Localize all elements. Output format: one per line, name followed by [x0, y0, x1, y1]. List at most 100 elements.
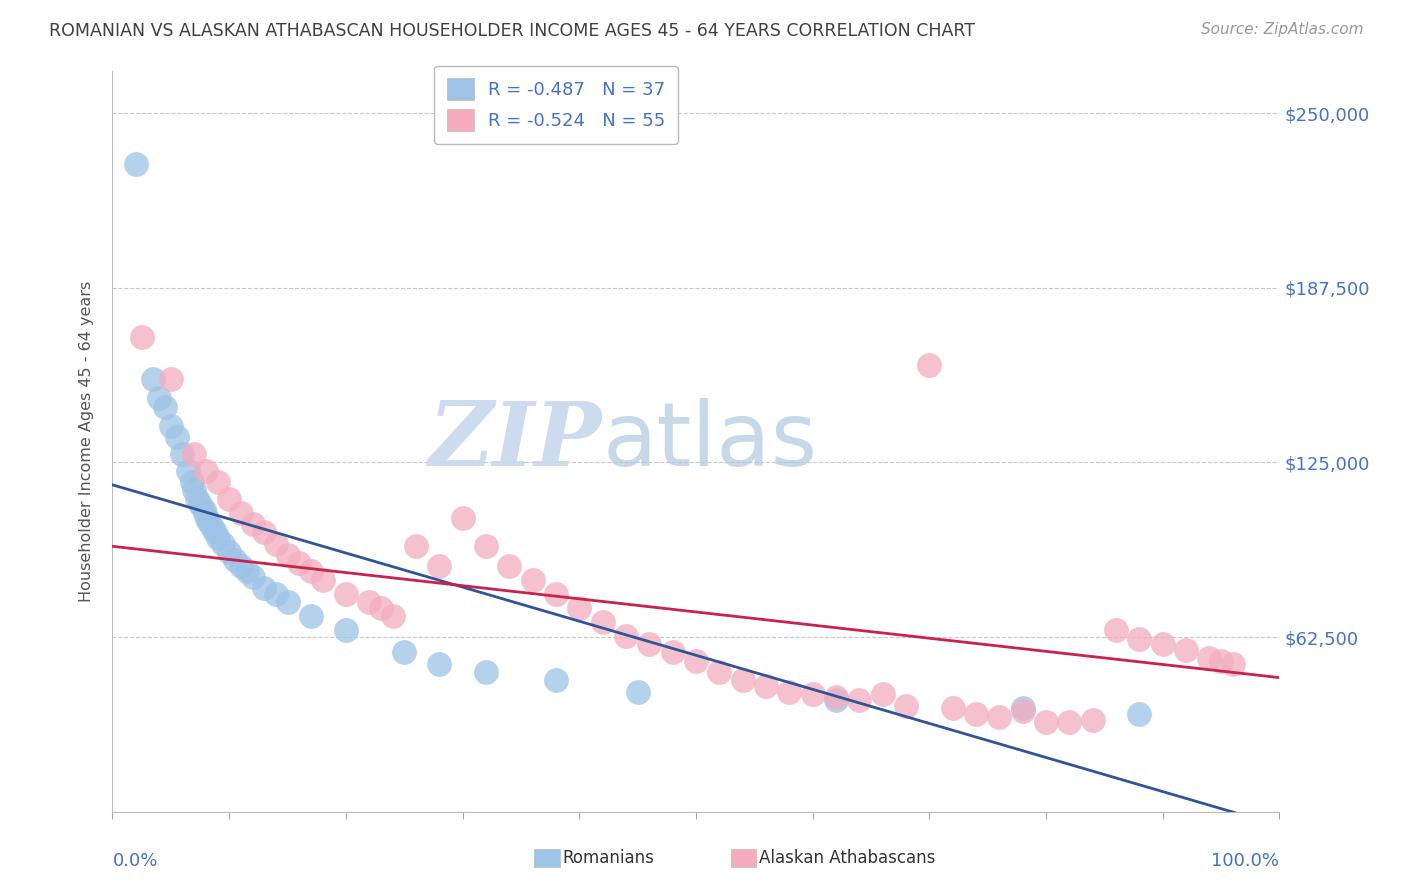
Point	[522, 573, 544, 587]
Point	[544, 587, 567, 601]
Point	[183, 483, 205, 498]
Point	[872, 687, 894, 701]
Point	[755, 679, 778, 693]
Point	[125, 156, 148, 170]
Point	[131, 330, 153, 344]
Point	[253, 525, 276, 540]
Point	[264, 536, 287, 550]
Point	[475, 665, 498, 679]
Text: Source: ZipAtlas.com: Source: ZipAtlas.com	[1201, 22, 1364, 37]
Point	[299, 609, 322, 624]
Point	[148, 391, 170, 405]
Point	[1152, 637, 1174, 651]
Point	[186, 491, 208, 506]
Point	[1059, 715, 1081, 730]
Point	[229, 506, 252, 520]
Point	[180, 475, 202, 489]
Text: Alaskan Athabascans: Alaskan Athabascans	[759, 849, 935, 867]
Point	[709, 665, 731, 679]
Point	[335, 623, 357, 637]
Point	[592, 615, 614, 629]
Point	[193, 503, 215, 517]
Y-axis label: Householder Income Ages 45 - 64 years: Householder Income Ages 45 - 64 years	[79, 281, 94, 602]
Point	[1175, 642, 1198, 657]
Point	[731, 673, 754, 688]
Point	[801, 687, 824, 701]
Legend: R = -0.487   N = 37, R = -0.524   N = 55: R = -0.487 N = 37, R = -0.524 N = 55	[434, 66, 678, 144]
Point	[299, 565, 322, 579]
Point	[224, 553, 246, 567]
Point	[544, 673, 567, 688]
Point	[153, 400, 176, 414]
Point	[212, 536, 235, 550]
Point	[614, 629, 637, 643]
Point	[242, 570, 264, 584]
Point	[825, 693, 848, 707]
Point	[894, 698, 917, 713]
Point	[638, 637, 661, 651]
Point	[183, 447, 205, 461]
Point	[1198, 651, 1220, 665]
Point	[160, 372, 183, 386]
Point	[475, 539, 498, 553]
Point	[207, 475, 229, 489]
Point	[142, 372, 165, 386]
Point	[229, 558, 252, 573]
Point	[207, 531, 229, 545]
Point	[335, 587, 357, 601]
Point	[498, 558, 520, 573]
Text: ZIP: ZIP	[429, 399, 603, 484]
Point	[427, 657, 450, 671]
Point	[204, 525, 226, 540]
Point	[311, 573, 333, 587]
Point	[288, 556, 311, 570]
Point	[627, 684, 650, 698]
Text: 100.0%: 100.0%	[1212, 853, 1279, 871]
Point	[965, 706, 987, 721]
Point	[218, 545, 240, 559]
Point	[381, 609, 404, 624]
Point	[276, 548, 298, 562]
Point	[1222, 657, 1244, 671]
Text: 0.0%: 0.0%	[112, 853, 157, 871]
Point	[359, 595, 381, 609]
Point	[1081, 713, 1104, 727]
Point	[201, 520, 224, 534]
Point	[264, 587, 287, 601]
Point	[188, 497, 211, 511]
Point	[1128, 706, 1150, 721]
Point	[1011, 704, 1033, 718]
Point	[988, 710, 1011, 724]
Point	[1211, 654, 1233, 668]
Point	[276, 595, 298, 609]
Point	[405, 539, 427, 553]
Point	[778, 684, 800, 698]
Point	[197, 514, 219, 528]
Point	[160, 419, 183, 434]
Text: ROMANIAN VS ALASKAN ATHABASCAN HOUSEHOLDER INCOME AGES 45 - 64 YEARS CORRELATION: ROMANIAN VS ALASKAN ATHABASCAN HOUSEHOLD…	[49, 22, 976, 40]
Point	[825, 690, 848, 705]
Text: atlas: atlas	[603, 398, 818, 485]
Point	[394, 645, 416, 659]
Point	[1105, 623, 1128, 637]
Point	[1128, 632, 1150, 646]
Point	[661, 645, 683, 659]
Point	[848, 693, 870, 707]
Text: Romanians: Romanians	[562, 849, 654, 867]
Point	[242, 516, 264, 531]
Point	[194, 508, 217, 523]
Point	[451, 511, 474, 525]
Point	[685, 654, 707, 668]
Point	[942, 701, 965, 715]
Point	[177, 464, 200, 478]
Point	[918, 358, 941, 372]
Point	[235, 565, 257, 579]
Point	[218, 491, 240, 506]
Point	[568, 600, 591, 615]
Point	[1011, 701, 1033, 715]
Point	[253, 581, 276, 595]
Point	[1035, 715, 1057, 730]
Point	[194, 464, 217, 478]
Point	[370, 600, 392, 615]
Point	[427, 558, 450, 573]
